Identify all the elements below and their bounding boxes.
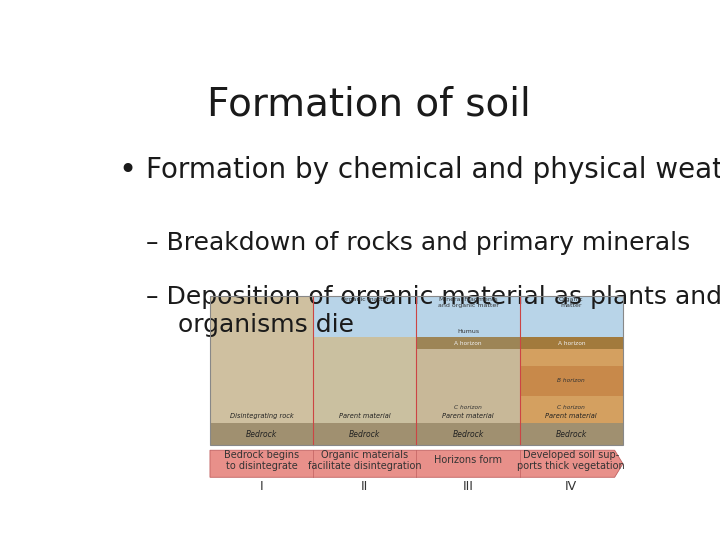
- Text: Bedrock: Bedrock: [349, 429, 380, 438]
- Text: C horizon: C horizon: [454, 406, 482, 410]
- Bar: [416, 295, 520, 338]
- Text: – Breakdown of rocks and primary minerals: – Breakdown of rocks and primary mineral…: [145, 231, 690, 255]
- Bar: [313, 295, 416, 445]
- Text: •: •: [118, 156, 136, 185]
- Polygon shape: [210, 450, 623, 477]
- Bar: [313, 423, 416, 445]
- Text: Humus: Humus: [457, 329, 479, 334]
- Bar: [210, 295, 623, 445]
- Text: Organic matter: Organic matter: [341, 297, 389, 302]
- Text: B horizon: B horizon: [557, 379, 585, 383]
- Bar: [520, 295, 623, 445]
- Text: II: II: [361, 480, 369, 493]
- Bar: [313, 295, 416, 338]
- Text: Formation by chemical and physical weathering: Formation by chemical and physical weath…: [145, 156, 720, 184]
- Text: Bedrock: Bedrock: [452, 429, 484, 438]
- Text: Parent material: Parent material: [442, 413, 494, 418]
- Text: Developed soil sup-
ports thick vegetation: Developed soil sup- ports thick vegetati…: [518, 450, 625, 471]
- Text: Formation of soil: Formation of soil: [207, 85, 531, 124]
- Bar: [210, 423, 313, 445]
- Text: Organic
matter: Organic matter: [559, 297, 584, 308]
- Bar: [416, 338, 520, 349]
- Text: IV: IV: [565, 480, 577, 493]
- Text: Parent material: Parent material: [339, 413, 391, 418]
- Bar: [416, 295, 520, 445]
- Text: Horizons form: Horizons form: [434, 455, 502, 465]
- Bar: [416, 423, 520, 445]
- Text: Organic materials
facilitate disintegration: Organic materials facilitate disintegrat…: [308, 450, 422, 471]
- Text: Parent material: Parent material: [546, 413, 597, 418]
- Bar: [520, 366, 623, 396]
- Text: C horizon: C horizon: [557, 406, 585, 410]
- Text: – Deposition of organic material as plants and other
    organisms die: – Deposition of organic material as plan…: [145, 285, 720, 337]
- Text: Bedrock: Bedrock: [556, 429, 587, 438]
- Text: Mineral Fragments
and organic matter: Mineral Fragments and organic matter: [438, 297, 498, 308]
- Text: I: I: [260, 480, 264, 493]
- Text: Bedrock: Bedrock: [246, 429, 277, 438]
- Text: Disintegrating rock: Disintegrating rock: [230, 413, 294, 418]
- Text: A horizon: A horizon: [557, 341, 585, 346]
- Bar: [520, 295, 623, 338]
- Text: Bedrock begins
to disintegrate: Bedrock begins to disintegrate: [224, 450, 299, 471]
- Bar: [210, 295, 313, 445]
- Bar: [520, 423, 623, 445]
- Bar: [520, 338, 623, 349]
- Text: III: III: [463, 480, 474, 493]
- Text: A horizon: A horizon: [454, 341, 482, 346]
